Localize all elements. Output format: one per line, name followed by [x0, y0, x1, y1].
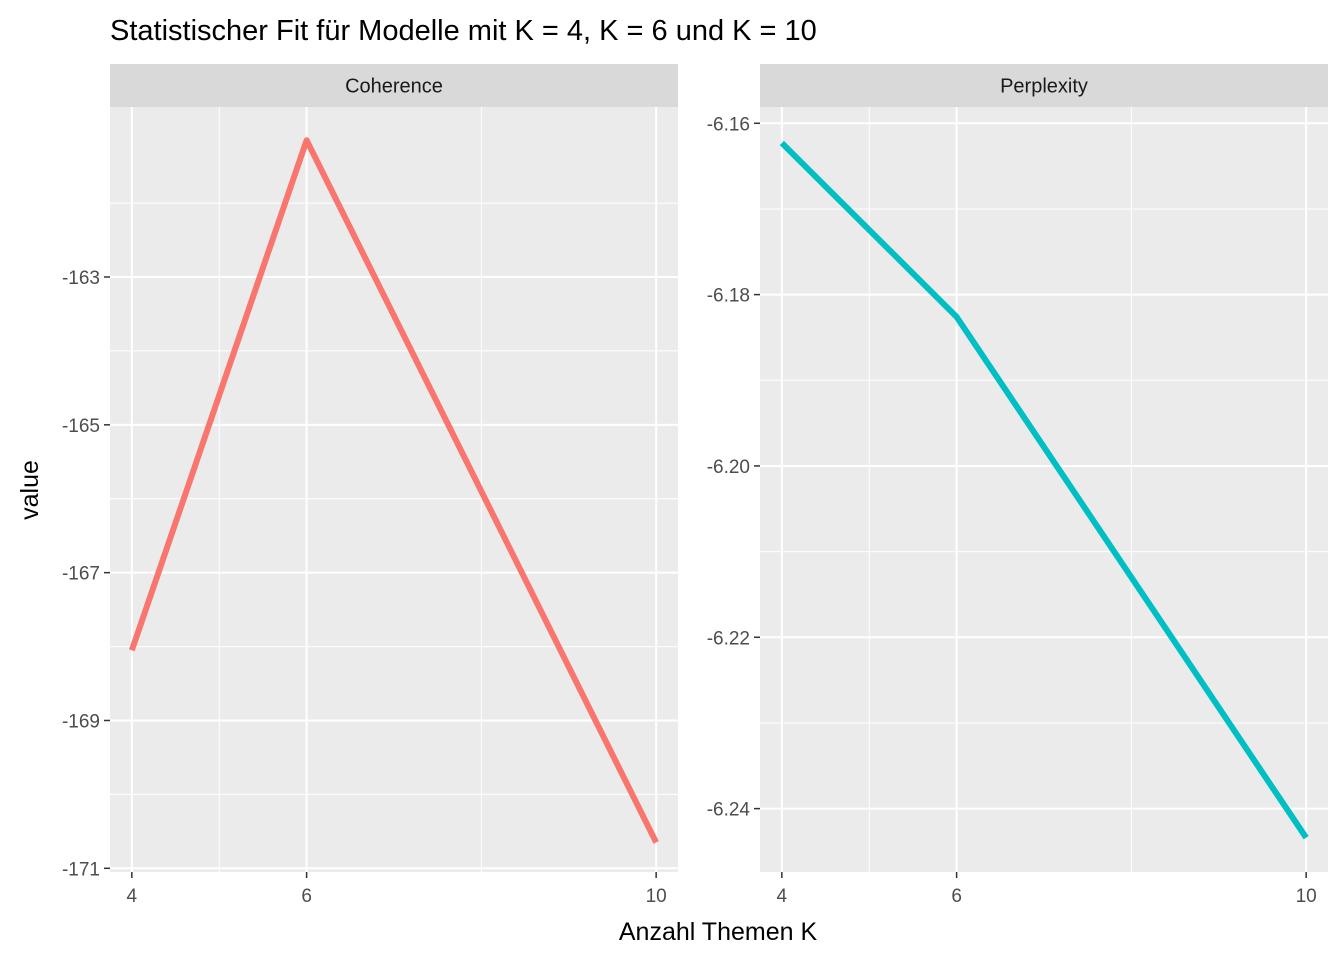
- x-tick-label: 4: [127, 886, 138, 907]
- y-tick-label: -6.18: [707, 286, 750, 307]
- plot-background-perplexity: [760, 107, 1328, 872]
- series-coherence: [129, 137, 659, 844]
- gridlines-perplexity: [760, 107, 1328, 872]
- y-tick-label: -171: [62, 859, 100, 880]
- gridlines-coherence: [110, 107, 678, 872]
- x-tick-label: 10: [1296, 886, 1317, 907]
- series-line-coherence: [129, 137, 659, 844]
- y-tick-label: -163: [62, 268, 100, 289]
- x-tick-label: 4: [777, 886, 788, 907]
- facet-label-perplexity: Perplexity: [1000, 76, 1088, 98]
- facet-label-coherence: Coherence: [345, 76, 443, 98]
- facet-strip-coherence: [110, 64, 678, 107]
- x-tick-label: 10: [646, 886, 667, 907]
- y-tick-label: -169: [62, 711, 100, 732]
- facet-panel-coherence: Coherence 4 6 10 -163 -165 -167 -169 -171: [62, 64, 678, 907]
- y-tick-label: -165: [62, 416, 100, 437]
- y-tick-label: -167: [62, 564, 100, 585]
- facet-panel-perplexity: Perplexity 4 6 10 -6.16 -6.18 -6.20 -6.22 -6.24: [707, 64, 1328, 907]
- series-perplexity: [779, 140, 1309, 840]
- series-line-perplexity: [779, 140, 1309, 840]
- x-tick-label: 6: [301, 886, 312, 907]
- axis-ticks-coherence: 4 6 10 -163 -165 -167 -169 -171: [62, 268, 667, 907]
- y-tick-label: -6.22: [707, 628, 750, 649]
- x-tick-label: 6: [951, 886, 962, 907]
- y-tick-label: -6.16: [707, 114, 750, 135]
- y-tick-label: -6.20: [707, 457, 750, 478]
- facet-strip-perplexity: [760, 64, 1328, 107]
- axis-ticks-perplexity: 4 6 10 -6.16 -6.18 -6.20 -6.22 -6.24: [707, 114, 1317, 907]
- plot-background-coherence: [110, 107, 678, 872]
- chart-title: Statistischer Fit für Modelle mit K = 4,…: [110, 15, 817, 47]
- x-axis-title: Anzahl Themen K: [619, 918, 818, 946]
- y-tick-label: -6.24: [707, 800, 751, 821]
- y-axis-title: value: [16, 460, 44, 520]
